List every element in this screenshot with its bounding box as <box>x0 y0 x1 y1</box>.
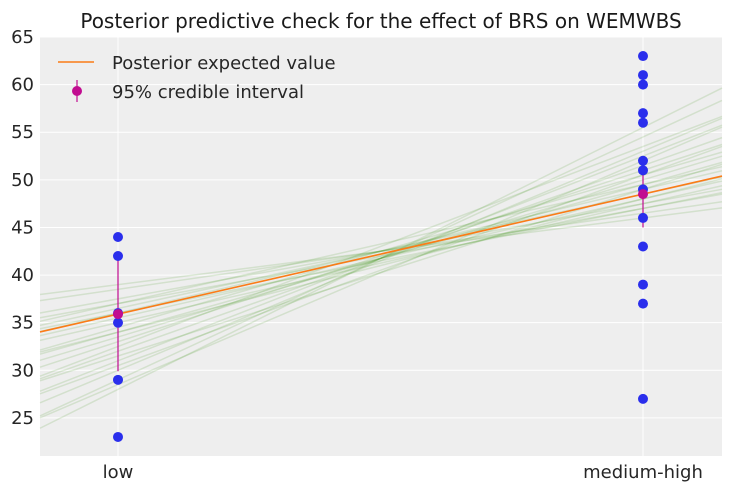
observed-point <box>113 317 123 328</box>
posterior-sample-line <box>39 126 723 419</box>
x-tick-label: medium-high <box>583 462 703 483</box>
y-tick-label: 25 <box>11 408 34 429</box>
observed-point <box>113 431 123 442</box>
observed-point <box>638 51 648 62</box>
y-tick-label: 35 <box>11 313 34 334</box>
y-tick-labels: 25 30 35 40 45 50 55 60 65 <box>11 27 34 429</box>
observed-point <box>113 231 123 242</box>
posterior-sample-line <box>39 161 723 355</box>
y-tick-label: 55 <box>11 122 34 143</box>
x-tick-label: low <box>103 462 134 483</box>
posterior-sample-line <box>39 87 723 429</box>
observed-point <box>113 374 123 385</box>
observed-point <box>638 108 648 119</box>
posterior-sample-line <box>39 143 723 368</box>
observed-points <box>113 51 648 442</box>
posterior-sample-line <box>39 193 723 319</box>
posterior-sample-line <box>39 99 723 417</box>
observed-point <box>638 155 648 166</box>
y-tick-label: 30 <box>11 360 34 381</box>
posterior-sample-line <box>39 180 723 337</box>
y-tick-label: 65 <box>11 27 34 48</box>
y-tick-label: 40 <box>11 265 34 286</box>
expected-value-line <box>39 175 723 333</box>
posterior-sample-line <box>39 136 723 380</box>
posterior-sample-line <box>39 185 723 342</box>
observed-point <box>638 279 648 290</box>
posterior-sample-line <box>39 178 723 353</box>
observed-point <box>638 79 648 90</box>
posterior-sample-line <box>39 151 723 351</box>
posterior-sample-line <box>39 170 723 333</box>
observed-point <box>638 393 648 404</box>
chart-title: Posterior predictive check for the effec… <box>80 9 681 33</box>
credible-interval-mean <box>638 189 648 200</box>
observed-point <box>638 212 648 223</box>
posterior-sample-line <box>39 124 723 392</box>
legend-interval-swatch-dot <box>72 86 82 96</box>
y-tick-label: 50 <box>11 170 34 191</box>
observed-point <box>638 165 648 176</box>
observed-point <box>638 70 648 81</box>
posterior-sample-line <box>39 207 723 296</box>
posterior-sample-line <box>39 165 723 323</box>
credible-interval-mean <box>113 309 123 320</box>
observed-point <box>113 251 123 262</box>
x-tick-labels: low medium-high <box>103 462 703 483</box>
y-tick-label: 45 <box>11 217 34 238</box>
expected-value-line <box>39 175 723 333</box>
posterior-sample-line <box>39 117 723 404</box>
posterior-sample-line <box>39 200 723 302</box>
legend-expected-label: Posterior expected value <box>112 53 336 74</box>
legend: Posterior expected value 95% credible in… <box>58 53 336 103</box>
posterior-sample-line <box>39 145 723 395</box>
observed-point <box>638 298 648 309</box>
observed-point <box>638 241 648 252</box>
plot-area <box>40 37 722 456</box>
posterior-sample-line <box>39 155 723 362</box>
posterior-sample-line <box>39 163 723 382</box>
posterior-sample-line <box>39 115 723 377</box>
y-tick-label: 60 <box>11 75 34 96</box>
posterior-sample-line <box>39 188 723 314</box>
observed-point <box>638 117 648 128</box>
legend-interval-label: 95% credible interval <box>112 82 304 103</box>
